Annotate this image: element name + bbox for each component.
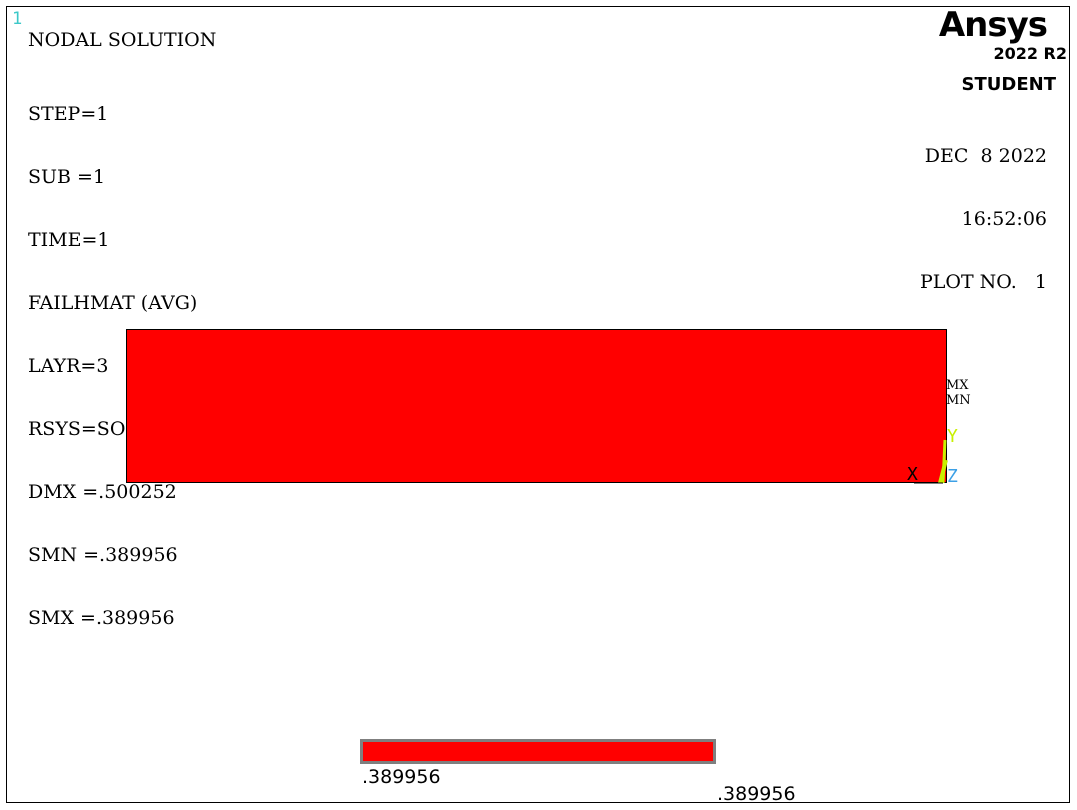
info-step: STEP=1 [28,103,109,125]
plot-frame [6,6,1070,803]
plot-title: NODAL SOLUTION [28,29,217,51]
info-smx: SMX =.389956 [28,607,175,629]
ansys-logo: Ansys 2022 R2 STUDENT [938,5,1067,96]
logo-edition: STUDENT [961,74,1056,95]
legend-max-label: .389956 [717,783,796,805]
info-time: TIME=1 [28,229,110,251]
y-axis-wedge [938,459,948,484]
date-block: DEC 8 2022 16:52:06 PLOT NO. 1 [920,104,1047,335]
triad-axes-icon [914,439,948,484]
contour-legend-bar [360,739,716,764]
max-marker: MX [946,378,969,393]
info-layer: LAYR=3 [28,355,109,377]
info-substep: SUB =1 [28,166,106,188]
window-number: 1 [12,9,23,29]
legend-min-label: .389956 [362,766,441,788]
min-marker: MN [946,393,971,408]
solution-info: STEP=1 SUB =1 TIME=1 FAILHMAT (AVG) LAYR… [28,62,197,671]
y-axis-label: Y [947,426,958,447]
z-axis-label: Z [947,466,958,487]
plot-time: 16:52:06 [961,208,1047,230]
info-rsys: RSYS=SOLU [28,418,153,440]
info-dmx: DMX =.500252 [28,481,177,503]
info-result-item: FAILHMAT (AVG) [28,292,198,314]
logo-brand: Ansys [938,5,1048,45]
x-axis-label: X [907,464,918,485]
plot-number: PLOT NO. 1 [919,271,1047,293]
logo-version: 2022 R2 [993,44,1067,63]
plot-date: DEC 8 2022 [924,145,1047,167]
model-contour-plot[interactable] [126,329,947,483]
info-smn: SMN =.389956 [28,544,178,566]
